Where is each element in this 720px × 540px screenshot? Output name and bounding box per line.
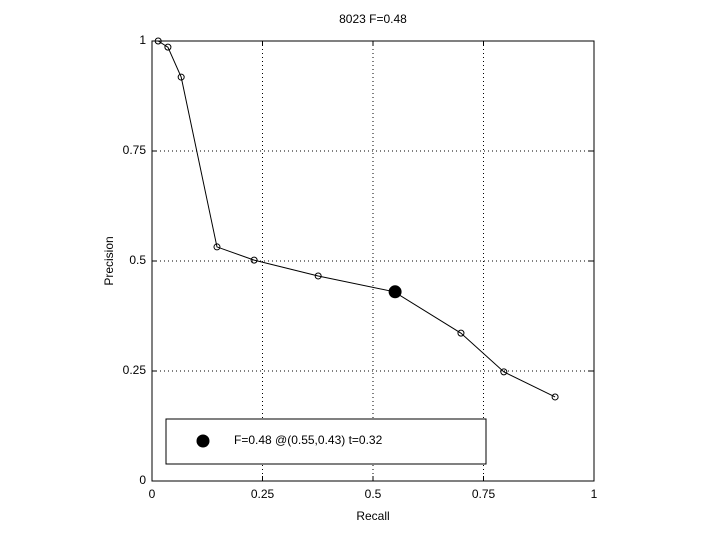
x-axis-label: Recall [356, 509, 389, 523]
x-tick-label: 0.5 [365, 487, 382, 501]
marker [164, 43, 172, 51]
marker [213, 243, 221, 251]
legend-box [165, 418, 487, 465]
marker [177, 73, 185, 81]
y-tick-label: 0.5 [129, 253, 146, 267]
legend-label: F=0.48 @(0.55,0.43) t=0.32 [234, 433, 383, 447]
series-line [157, 40, 556, 398]
x-tick-label: 1 [591, 487, 598, 501]
y-tick-label: 1 [139, 33, 146, 47]
marker [500, 368, 508, 376]
marker [250, 256, 258, 264]
y-tick-label: 0 [139, 473, 146, 487]
y-axis-label: Precision [102, 236, 116, 285]
x-tick-label: 0.75 [472, 487, 496, 501]
marker [457, 329, 465, 337]
marker [388, 285, 402, 299]
marker [314, 272, 322, 280]
marker [551, 393, 559, 401]
axes-box [151, 40, 595, 482]
legend-marker [196, 434, 210, 448]
y-tick-label: 0.25 [123, 363, 147, 377]
y-tick-label: 0.75 [123, 143, 147, 157]
marker [154, 37, 162, 45]
chart-title: 8023 F=0.48 [339, 12, 407, 26]
x-tick-label: 0 [149, 487, 156, 501]
x-tick-label: 0.25 [251, 487, 275, 501]
